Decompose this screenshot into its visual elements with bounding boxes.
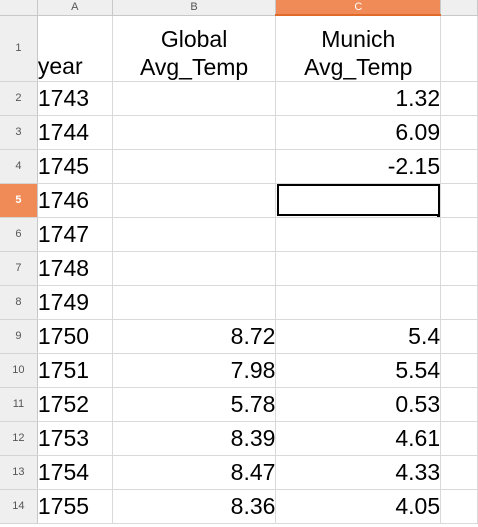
cell-global-avg-temp[interactable]: [112, 115, 277, 150]
cell-munich-avg-temp[interactable]: 4.61: [275, 421, 442, 456]
column-header-d[interactable]: [440, 0, 478, 16]
row-header[interactable]: 3: [0, 115, 38, 150]
row-header[interactable]: 11: [0, 387, 38, 422]
table-row: 14 1755 8.36 4.05: [0, 489, 478, 524]
cell-c1-line2: Avg_Temp: [304, 53, 413, 80]
cell-global-avg-temp[interactable]: [112, 285, 277, 320]
cell-global-avg-temp[interactable]: 7.98: [112, 353, 277, 388]
table-row: 12 1753 8.39 4.61: [0, 421, 478, 456]
row-header[interactable]: 4: [0, 149, 38, 184]
row-header[interactable]: 8: [0, 285, 38, 320]
cell-munich-avg-temp[interactable]: [275, 251, 442, 286]
cell-year[interactable]: 1753: [37, 421, 113, 456]
cell-b1[interactable]: Global Avg_Temp: [112, 15, 277, 82]
cell-year[interactable]: 1747: [37, 217, 113, 252]
cell-c1[interactable]: Munich Avg_Temp: [275, 15, 442, 82]
table-row: 4 1745 -2.15: [0, 149, 478, 184]
row-header[interactable]: 5: [0, 183, 38, 218]
row-header[interactable]: 14: [0, 489, 38, 524]
table-row: 13 1754 8.47 4.33: [0, 455, 478, 490]
cell-year[interactable]: 1744: [37, 115, 113, 150]
table-row: 7 1748: [0, 251, 478, 286]
column-header-c[interactable]: C: [275, 0, 442, 16]
row-header[interactable]: 7: [0, 251, 38, 286]
cell-empty[interactable]: [440, 217, 478, 252]
row-header[interactable]: 6: [0, 217, 38, 252]
cell-c1-line1: Munich: [321, 25, 396, 52]
cell-munich-avg-temp[interactable]: -2.15: [275, 149, 442, 184]
cell-year[interactable]: 1745: [37, 149, 113, 184]
cell-empty[interactable]: [440, 353, 478, 388]
cell-global-avg-temp[interactable]: [112, 251, 277, 286]
row-header[interactable]: 1: [0, 15, 38, 82]
cell-munich-avg-temp[interactable]: 4.05: [275, 489, 442, 524]
cell-global-avg-temp[interactable]: 8.36: [112, 489, 277, 524]
cell-munich-avg-temp[interactable]: 1.32: [275, 81, 442, 116]
cell-munich-avg-temp[interactable]: [275, 285, 442, 320]
cell-empty[interactable]: [440, 81, 478, 116]
cell-global-avg-temp[interactable]: [112, 149, 277, 184]
cell-year[interactable]: 1751: [37, 353, 113, 388]
row-header[interactable]: 10: [0, 353, 38, 388]
cell-a1[interactable]: year: [37, 15, 113, 82]
cell-munich-avg-temp[interactable]: 6.09: [275, 115, 442, 150]
table-row: 3 1744 6.09: [0, 115, 478, 150]
cell-global-avg-temp[interactable]: 8.39: [112, 421, 277, 456]
table-row: 8 1749: [0, 285, 478, 320]
cell-munich-avg-temp[interactable]: [275, 217, 442, 252]
cell-global-avg-temp[interactable]: [112, 183, 277, 218]
cell-year[interactable]: 1748: [37, 251, 113, 286]
table-row: 11 1752 5.78 0.53: [0, 387, 478, 422]
column-header-b[interactable]: B: [112, 0, 277, 16]
cell-year[interactable]: 1746: [37, 183, 113, 218]
cell-empty[interactable]: [440, 285, 478, 320]
cell-year[interactable]: 1743: [37, 81, 113, 116]
cell-empty[interactable]: [440, 319, 478, 354]
row-header[interactable]: 9: [0, 319, 38, 354]
row-header[interactable]: 12: [0, 421, 38, 456]
cell-global-avg-temp[interactable]: 8.47: [112, 455, 277, 490]
cell-empty[interactable]: [440, 183, 478, 218]
cell-year[interactable]: 1754: [37, 455, 113, 490]
cell-year[interactable]: 1749: [37, 285, 113, 320]
cell-empty[interactable]: [440, 489, 478, 524]
row-header[interactable]: 2: [0, 81, 38, 116]
cell-empty[interactable]: [440, 421, 478, 456]
cell-b1-line1: Global: [160, 25, 228, 52]
table-row: 9 1750 8.72 5.4: [0, 319, 478, 354]
cell-munich-avg-temp[interactable]: 5.54: [275, 353, 442, 388]
table-row: 2 1743 1.32: [0, 81, 478, 116]
cell-d1[interactable]: [440, 15, 478, 82]
cell-empty[interactable]: [440, 251, 478, 286]
table-row: 10 1751 7.98 5.54: [0, 353, 478, 388]
fill-handle[interactable]: [437, 213, 440, 216]
table-row: 1 year Global Avg_Temp Munich Avg_Temp: [0, 15, 478, 82]
cell-global-avg-temp[interactable]: [112, 81, 277, 116]
cell-year[interactable]: 1752: [37, 387, 113, 422]
cell-empty[interactable]: [440, 149, 478, 184]
cell-global-avg-temp[interactable]: 5.78: [112, 387, 277, 422]
cell-empty[interactable]: [440, 115, 478, 150]
cell-munich-avg-temp[interactable]: 5.4: [275, 319, 442, 354]
cell-global-avg-temp[interactable]: 8.72: [112, 319, 277, 354]
cell-empty[interactable]: [440, 455, 478, 490]
cell-year[interactable]: 1750: [37, 319, 113, 354]
cell-b1-line2: Avg_Temp: [139, 53, 249, 80]
select-all-corner[interactable]: [0, 0, 38, 16]
cell-year[interactable]: 1755: [37, 489, 113, 524]
cell-munich-avg-temp[interactable]: 0.53: [275, 387, 442, 422]
cell-empty[interactable]: [440, 387, 478, 422]
active-cell[interactable]: [275, 183, 442, 218]
table-row: 6 1747: [0, 217, 478, 252]
cell-global-avg-temp[interactable]: [112, 217, 277, 252]
cell-munich-avg-temp[interactable]: 4.33: [275, 455, 442, 490]
row-header[interactable]: 13: [0, 455, 38, 490]
column-header-a[interactable]: A: [37, 0, 113, 16]
table-row: 5 1746: [0, 183, 478, 218]
